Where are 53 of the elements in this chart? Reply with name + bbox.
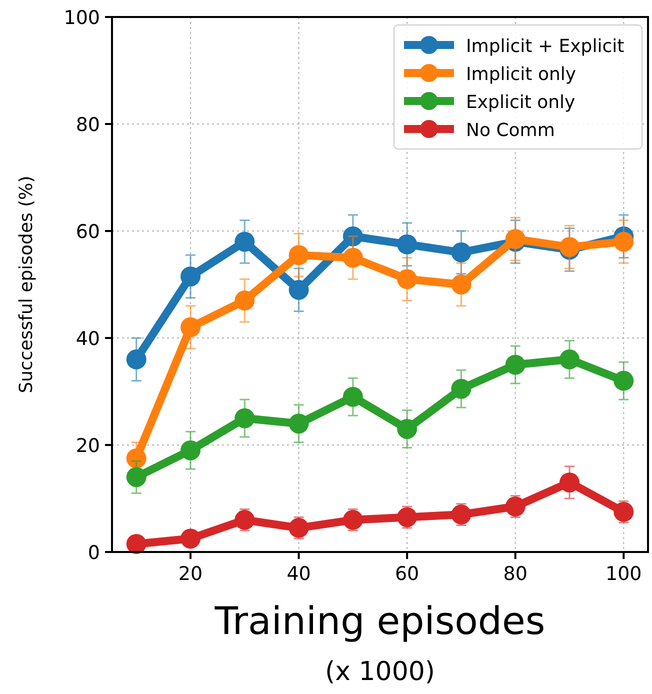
point (397, 234, 418, 254)
y-tick-label: 100 (64, 7, 100, 29)
y-tick-label: 40 (76, 328, 100, 350)
point (342, 386, 363, 407)
point (126, 467, 146, 488)
point (342, 226, 363, 246)
point (234, 408, 255, 428)
x-tick-label: 60 (394, 563, 420, 585)
point (126, 534, 146, 554)
point (126, 448, 146, 468)
point (288, 280, 309, 300)
point (614, 502, 634, 522)
point (451, 242, 472, 262)
point (288, 245, 309, 266)
point (126, 349, 146, 370)
point (234, 510, 255, 530)
point (180, 266, 201, 286)
point (397, 507, 418, 528)
point (559, 472, 580, 492)
legend-label: Explicit only (466, 92, 576, 113)
point (614, 370, 634, 391)
x-axis-title: Training episodes (214, 599, 546, 643)
text: (x 1000) (324, 657, 436, 687)
x-tick-label: 80 (503, 563, 528, 585)
x-tick-label: 100 (606, 563, 642, 585)
point (614, 232, 634, 252)
y-tick-label: 80 (76, 114, 100, 136)
point (505, 496, 526, 517)
point (451, 504, 472, 525)
point (342, 248, 363, 268)
point (397, 269, 418, 290)
point (559, 349, 580, 370)
x-tick-label: 40 (286, 563, 311, 585)
point (288, 518, 309, 538)
point (451, 378, 472, 399)
y-tick-label: 60 (76, 221, 100, 243)
y-tick-label: 0 (88, 542, 100, 564)
point (180, 440, 201, 460)
point (451, 274, 472, 294)
legend-label: No Comm (466, 120, 555, 141)
point (180, 528, 201, 549)
legend-label: Implicit only (466, 64, 576, 85)
y-axis-title: Successful episodes (%) (16, 176, 37, 394)
point (505, 354, 526, 375)
x-tick-label: 20 (178, 563, 203, 585)
point (180, 317, 201, 338)
point (234, 290, 255, 311)
point (342, 510, 363, 530)
point (234, 232, 255, 252)
legend-label: Implicit + Explicit (466, 36, 624, 57)
point (397, 418, 418, 439)
y-tick-label: 20 (76, 435, 100, 457)
point (288, 414, 309, 434)
